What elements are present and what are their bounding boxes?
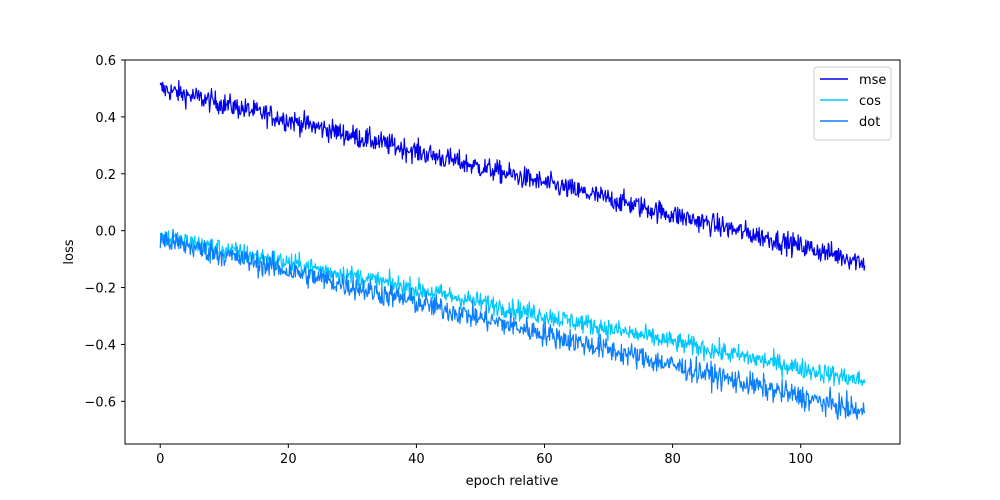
series-line-cos	[159, 230, 866, 387]
x-tick-label: 40	[408, 452, 425, 467]
legend-label-cos: cos	[859, 94, 881, 109]
x-axis-label: epoch relative	[466, 474, 559, 489]
legend: mse cos dot	[813, 66, 892, 141]
y-tick-label: −0.2	[84, 282, 116, 297]
y-tick-label: 0.0	[95, 225, 116, 240]
x-axis: 0 20 40 60 80 100	[156, 444, 813, 467]
series-line-mse	[159, 79, 866, 271]
plot-frame	[124, 59, 901, 445]
y-axis-label: loss	[62, 239, 77, 264]
legend-label-dot: dot	[859, 115, 880, 130]
x-tick-label: 0	[156, 452, 164, 467]
series-line-dot	[159, 228, 866, 421]
y-tick-label: 0.2	[95, 168, 116, 183]
series-layer	[159, 79, 866, 421]
y-tick-label: 0.6	[95, 54, 116, 69]
y-tick-label: 0.4	[95, 111, 116, 126]
x-tick-label: 100	[788, 452, 813, 467]
x-tick-label: 60	[536, 452, 553, 467]
y-tick-label: −0.4	[84, 338, 116, 353]
x-tick-label: 20	[280, 452, 297, 467]
legend-label-mse: mse	[859, 73, 886, 88]
x-tick-label: 80	[664, 452, 681, 467]
y-axis: 0.6 0.4 0.2 0.0 −0.2 −0.4 −0.6	[84, 54, 125, 410]
y-tick-label: −0.6	[84, 395, 116, 410]
